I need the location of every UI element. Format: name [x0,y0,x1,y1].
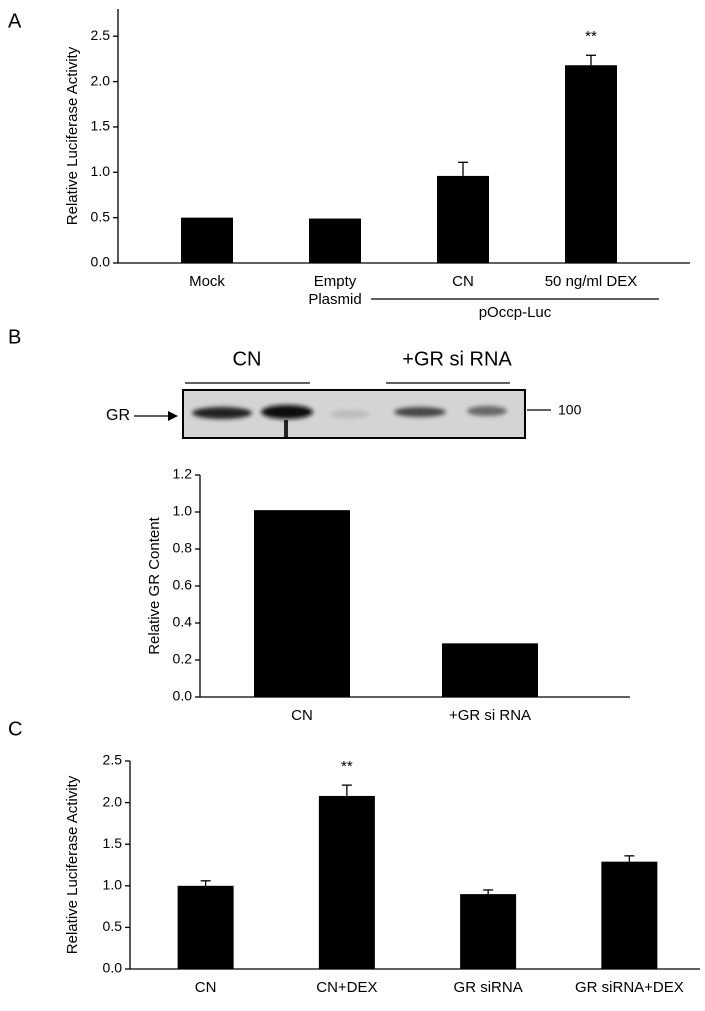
bar [309,218,361,263]
x-tick-label: 50 ng/ml DEX [544,273,638,290]
y-tick-label: 1.2 [173,466,193,482]
y-tick-label: 1.5 [91,118,111,134]
x-tick-label-box: CN [291,707,313,724]
y-tick-label: 0.2 [173,651,193,667]
x-tick-label: CN+DEX [316,979,378,996]
y-tick-label: 0.4 [173,614,193,630]
arrow-head [168,411,178,421]
panel-label: C [8,718,22,740]
x-tick-label: Mock [189,273,225,290]
x-tick-label-box: +GR si RNA [448,707,532,724]
y-tick-label: 0.5 [91,208,111,224]
y-tick-label: 1.0 [103,877,123,893]
x-tick-label-box: GR siRNA+DEX [574,979,684,996]
x-tick-label: CN [194,979,217,996]
x-tick-label: CN [452,273,474,290]
panel-label: B [8,326,21,348]
x-tick-label: +GR si RNA [448,707,532,724]
x-tick-label: GR siRNA+DEX [574,979,684,996]
y-tick-label: 0.0 [103,960,123,976]
x-tick-label-box: CN+DEX [316,979,378,996]
bar [601,861,658,969]
y-tick-label: 2.5 [91,27,111,43]
y-tick-label: 0.0 [91,254,111,270]
marker-label: 100 [558,402,582,418]
y-tick-label: 0.6 [173,577,193,593]
band-label: GR [106,407,130,424]
y-tick-label: 2.0 [103,793,123,809]
significance: ** [341,758,353,775]
y-tick-label: 1.5 [103,835,123,851]
bar [254,510,350,697]
bar [181,217,233,263]
y-tick-label: 2.0 [91,72,111,88]
y-tick-label: 1.0 [91,163,111,179]
y-tick-label: 1.0 [173,503,193,519]
x-tick-label-box: Empty Plasmid [308,273,362,308]
x-tick-label: Empty Plasmid [308,273,362,308]
bar [442,643,538,697]
x-tick-label: CN [291,707,313,724]
y-tick-label: 0.0 [173,688,193,704]
significance: ** [585,28,597,45]
y-axis-title: Relative Luciferase Activity [64,775,81,954]
y-axis-title: Relative Luciferase Activity [64,46,81,225]
x-tick-label-box: Mock [189,273,225,290]
panel-label: A [8,10,22,32]
bar [177,885,234,969]
bar [437,175,489,263]
blot-image [182,389,526,439]
y-axis-title: Relative GR Content [146,516,163,654]
bar [460,894,517,969]
y-tick-label: 2.5 [103,752,123,768]
x-tick-label-box: GR siRNA [453,979,523,996]
bar [318,795,375,969]
lane-label: +GR si RNA [402,348,512,370]
bar [565,65,617,263]
lane-label: CN [233,348,262,370]
y-tick-label: 0.8 [173,540,193,556]
x-tick-label-box: 50 ng/ml DEX [544,273,638,290]
x-tick-label-box: CN [452,273,474,290]
x-tick-label: GR siRNA [453,979,523,996]
x-tick-label-box: CN [194,979,217,996]
y-tick-label: 0.5 [103,918,123,934]
group-label: pOccp-Luc [479,304,552,321]
